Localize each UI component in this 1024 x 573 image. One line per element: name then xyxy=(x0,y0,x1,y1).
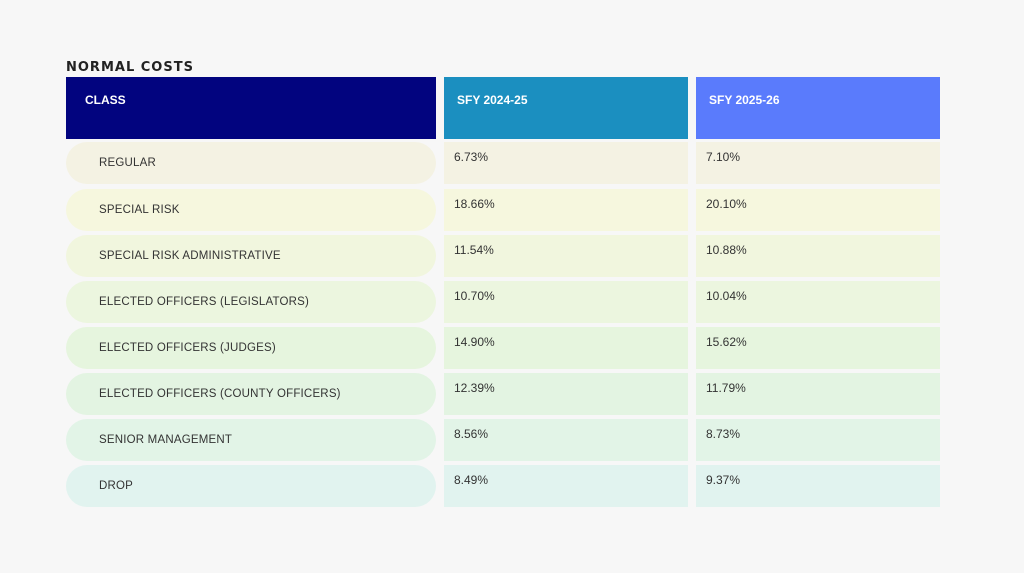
value-sfy-2025-26: 10.88% xyxy=(696,235,940,277)
class-label: DROP xyxy=(66,465,436,507)
class-label: SENIOR MANAGEMENT xyxy=(66,419,436,461)
value-sfy-2024-25: 12.39% xyxy=(444,373,688,415)
class-label: ELECTED OFFICERS (COUNTY OFFICERS) xyxy=(66,373,436,415)
table-row: ELECTED OFFICERS (COUNTY OFFICERS) 12.39… xyxy=(0,373,1024,415)
class-label: ELECTED OFFICERS (LEGISLATORS) xyxy=(66,281,436,323)
value-sfy-2024-25: 8.56% xyxy=(444,419,688,461)
class-label: REGULAR xyxy=(66,142,436,184)
header-sfy-2024-25: SFY 2024-25 xyxy=(444,77,688,139)
value-sfy-2024-25: 18.66% xyxy=(444,189,688,231)
value-sfy-2025-26: 8.73% xyxy=(696,419,940,461)
page-title: NORMAL COSTS xyxy=(66,60,194,75)
value-sfy-2025-26: 9.37% xyxy=(696,465,940,507)
header-class: CLASS xyxy=(66,77,436,139)
value-sfy-2024-25: 10.70% xyxy=(444,281,688,323)
table-row: ELECTED OFFICERS (JUDGES) 14.90% 15.62% xyxy=(0,327,1024,369)
value-sfy-2025-26: 20.10% xyxy=(696,189,940,231)
value-sfy-2025-26: 15.62% xyxy=(696,327,940,369)
header-sfy-2025-26: SFY 2025-26 xyxy=(696,77,940,139)
class-label: SPECIAL RISK xyxy=(66,189,436,231)
value-sfy-2025-26: 11.79% xyxy=(696,373,940,415)
table-row: REGULAR 6.73% 7.10% xyxy=(0,142,1024,184)
value-sfy-2024-25: 8.49% xyxy=(444,465,688,507)
table-row: SENIOR MANAGEMENT 8.56% 8.73% xyxy=(0,419,1024,461)
value-sfy-2024-25: 11.54% xyxy=(444,235,688,277)
class-label: ELECTED OFFICERS (JUDGES) xyxy=(66,327,436,369)
value-sfy-2024-25: 6.73% xyxy=(444,142,688,184)
class-label: SPECIAL RISK ADMINISTRATIVE xyxy=(66,235,436,277)
value-sfy-2025-26: 7.10% xyxy=(696,142,940,184)
value-sfy-2024-25: 14.90% xyxy=(444,327,688,369)
table-row: ELECTED OFFICERS (LEGISLATORS) 10.70% 10… xyxy=(0,281,1024,323)
table-row: DROP 8.49% 9.37% xyxy=(0,465,1024,507)
table-row: SPECIAL RISK ADMINISTRATIVE 11.54% 10.88… xyxy=(0,235,1024,277)
table-row: SPECIAL RISK 18.66% 20.10% xyxy=(0,189,1024,231)
value-sfy-2025-26: 10.04% xyxy=(696,281,940,323)
